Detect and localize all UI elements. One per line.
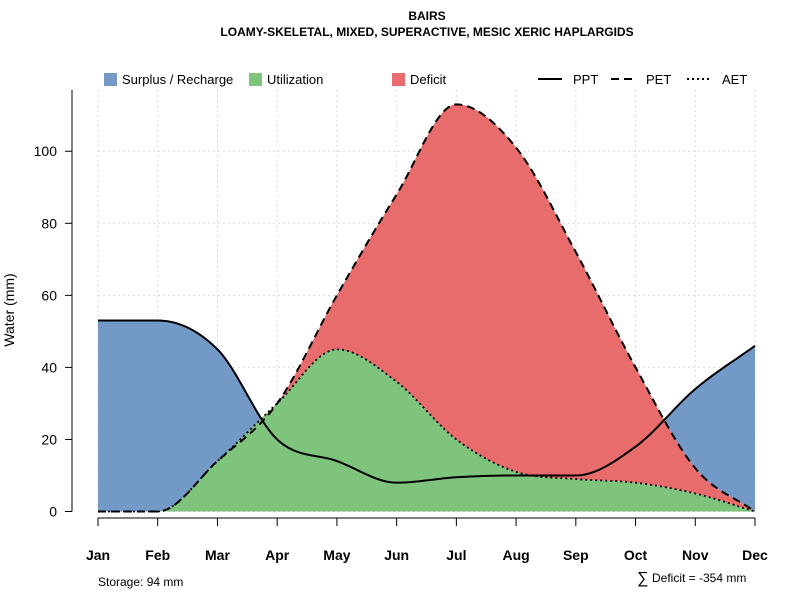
- legend-label-pet: PET: [646, 72, 671, 87]
- legend-swatch-utilization: [249, 73, 262, 86]
- legend-label-surplus-recharge: Surplus / Recharge: [122, 72, 233, 87]
- series-line-aet: [98, 348, 756, 513]
- x-tick-label-jul: Jul: [446, 547, 466, 563]
- y-tick-label-40: 40: [41, 359, 57, 375]
- utilization-area: [98, 349, 755, 512]
- x-tick-label-jun: Jun: [384, 547, 409, 563]
- y-tick-label-0: 0: [49, 504, 57, 520]
- x-tick-label-mar: Mar: [205, 547, 230, 563]
- y-tick-label-80: 80: [41, 215, 57, 231]
- x-tick-label-nov: Nov: [682, 547, 709, 563]
- legend-label-deficit: Deficit: [410, 72, 447, 87]
- x-tick-label-dec: Dec: [742, 547, 768, 563]
- x-tick-label-may: May: [323, 547, 350, 563]
- series-line-ppt: [98, 319, 756, 484]
- legend-label-aet: AET: [722, 72, 747, 87]
- chart-title: BAIRS: [408, 9, 445, 23]
- area-fills: [98, 104, 755, 512]
- x-tick-label-apr: Apr: [265, 547, 290, 563]
- series-lines: [98, 103, 756, 513]
- x-tick-label-jan: Jan: [86, 547, 110, 563]
- deficit-sum-symbol: ∑: [637, 570, 648, 587]
- y-tick-label-100: 100: [34, 143, 58, 159]
- deficit-area: [98, 104, 755, 512]
- x-tick-label-feb: Feb: [145, 547, 170, 563]
- chart-subtitle: LOAMY-SKELETAL, MIXED, SUPERACTIVE, MESI…: [220, 25, 633, 39]
- axes: 0 20 40 60 80 100 Jan Feb Mar Apr May Jun Jul Aug Sep O…: [34, 90, 768, 563]
- deficit-annotation: Deficit = -354 mm: [652, 571, 746, 585]
- series-line-pet: [98, 103, 756, 513]
- x-tick-label-aug: Aug: [502, 547, 529, 563]
- legend: Surplus / Recharge Utilization Deficit PPT P…: [104, 72, 747, 87]
- legend-swatch-deficit: [392, 73, 405, 86]
- x-tick-label-oct: Oct: [624, 547, 648, 563]
- legend-swatch-surplus-recharge: [104, 73, 117, 86]
- y-tick-label-60: 60: [41, 287, 57, 303]
- legend-label-utilization: Utilization: [267, 72, 323, 87]
- storage-annotation: Storage: 94 mm: [98, 575, 183, 589]
- y-tick-label-20: 20: [41, 431, 57, 447]
- y-axis-label: Water (mm): [1, 273, 17, 346]
- x-tick-label-sep: Sep: [563, 547, 589, 563]
- legend-label-ppt: PPT: [573, 72, 598, 87]
